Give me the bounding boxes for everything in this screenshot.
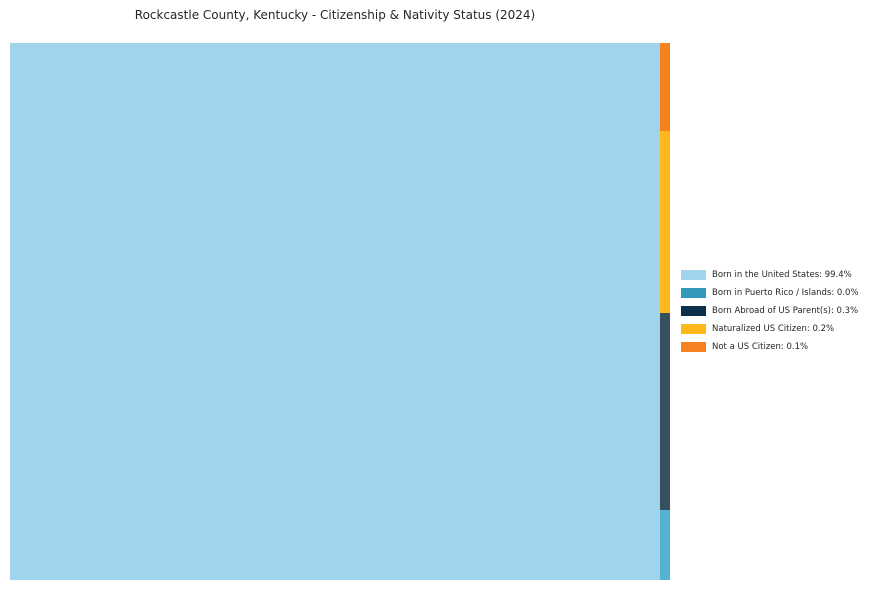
legend-swatch-icon [681,270,706,280]
treemap-tile [660,131,670,313]
treemap-tile [10,43,660,580]
treemap-plot-area [10,43,670,580]
legend-item-label: Naturalized US Citizen: 0.2% [712,324,835,334]
legend-item: Born in the United States: 99.4% [681,266,881,284]
treemap-tile [660,43,670,131]
legend-swatch-icon [681,324,706,334]
legend-item-label: Born Abroad of US Parent(s): 0.3% [712,306,859,316]
treemap-tile [660,510,670,580]
chart-title: Rockcastle County, Kentucky - Citizenshi… [134,8,536,22]
legend-swatch-icon [681,342,706,352]
legend-item: Born Abroad of US Parent(s): 0.3% [681,302,881,320]
legend-item-label: Not a US Citizen: 0.1% [712,342,809,352]
chart-legend: Born in the United States: 99.4% Born in … [681,266,881,356]
treemap-tile [660,313,670,510]
legend-item-label: Born in the United States: 99.4% [712,270,852,280]
legend-item: Naturalized US Citizen: 0.2% [681,320,881,338]
legend-item: Not a US Citizen: 0.1% [681,338,881,356]
legend-swatch-icon [681,306,706,316]
legend-item-label: Born in Puerto Rico / Islands: 0.0% [712,288,859,298]
legend-item: Born in Puerto Rico / Islands: 0.0% [681,284,881,302]
legend-swatch-icon [681,288,706,298]
